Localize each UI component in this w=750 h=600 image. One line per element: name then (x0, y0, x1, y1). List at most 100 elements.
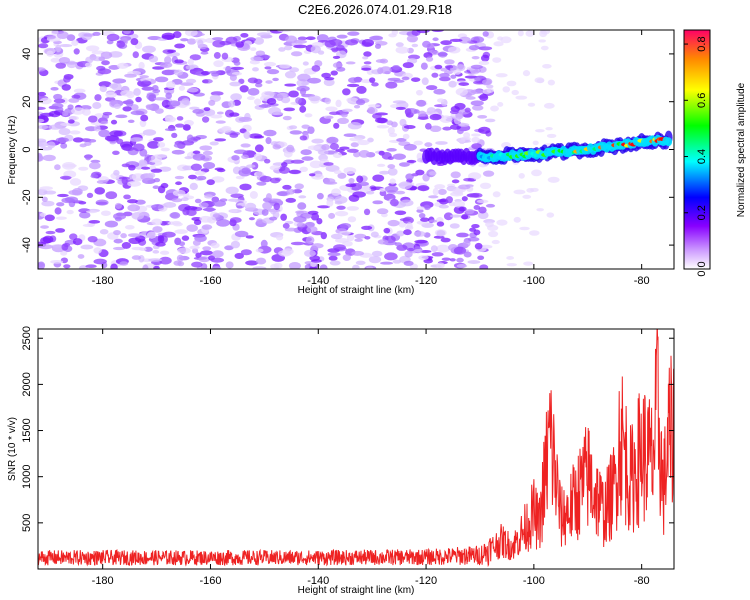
noise-blob (82, 223, 94, 227)
noise-blob (394, 210, 407, 216)
noise-blob (490, 105, 499, 112)
noise-blob (115, 114, 128, 119)
noise-blob (478, 206, 487, 214)
noise-blob (173, 260, 182, 266)
noise-blob (87, 139, 97, 143)
noise-blob (123, 194, 131, 200)
noise-blob (127, 180, 142, 187)
noise-blob (538, 39, 547, 43)
noise-blob (219, 198, 228, 202)
noise-blob (113, 238, 123, 244)
noise-blob (339, 223, 352, 229)
noise-blob (126, 199, 138, 204)
noise-blob (180, 38, 189, 42)
noise-blob (40, 112, 54, 117)
noise-blob (200, 51, 209, 55)
snr-panel: -180 -160 -140 -120 -100 -80 500 1000 1500 2000 2… (7, 326, 675, 596)
noise-blob (167, 49, 177, 53)
noise-blob (342, 240, 353, 247)
noise-blob (186, 209, 197, 216)
noise-blob (414, 239, 428, 244)
noise-blob (337, 117, 349, 124)
noise-blob (470, 64, 483, 70)
noise-blob (329, 142, 340, 150)
noise-blob (343, 167, 357, 175)
x-tick-label: -100 (523, 275, 545, 287)
snr-plot-area (38, 329, 674, 569)
noise-blob (536, 208, 544, 212)
noise-blob (406, 222, 413, 229)
noise-blob (68, 98, 80, 103)
y-tick-label: -40 (21, 237, 33, 253)
noise-blob (332, 152, 343, 159)
noise-blob (110, 119, 118, 125)
noise-blob (395, 42, 404, 48)
noise-blob (189, 54, 202, 61)
noise-blob (335, 99, 342, 108)
noise-blob (307, 77, 322, 84)
noise-blob (458, 184, 471, 190)
noise-blob (444, 65, 454, 69)
noise-blob (543, 102, 555, 109)
noise-blob (184, 156, 193, 160)
noise-blob (299, 166, 308, 172)
noise-blob (468, 172, 482, 180)
noise-blob (478, 126, 491, 134)
noise-blob (423, 204, 430, 209)
noise-blob (181, 98, 190, 105)
noise-blob (269, 216, 278, 221)
noise-blob (425, 56, 434, 62)
noise-blob (278, 250, 292, 257)
noise-blob (144, 154, 152, 162)
noise-blob (272, 144, 282, 150)
noise-blob (281, 161, 288, 168)
noise-blob (506, 262, 517, 267)
noise-blob (384, 252, 398, 261)
noise-blob (518, 173, 525, 179)
noise-blob (201, 224, 213, 230)
noise-blob (213, 60, 224, 68)
noise-blob (342, 88, 351, 96)
noise-blob (306, 225, 318, 233)
colorbar-tick-label: 0.2 (696, 205, 708, 220)
noise-blob (147, 172, 156, 179)
noise-blob (332, 55, 341, 60)
noise-blob (478, 60, 490, 66)
noise-blob (326, 136, 339, 144)
noise-blob (264, 66, 272, 70)
noise-blob (247, 88, 260, 96)
noise-blob (525, 30, 535, 37)
noise-blob (249, 190, 258, 199)
snr-x-ticks: -180 -160 -140 -120 -100 -80 (92, 329, 650, 587)
snr-x-axis-label: Height of straight line (km) (298, 585, 415, 596)
noise-blob (282, 184, 292, 190)
noise-blob (323, 181, 338, 185)
noise-blob (386, 148, 397, 152)
noise-blob (430, 245, 438, 252)
noise-blob (436, 221, 445, 227)
noise-blob (387, 219, 400, 227)
noise-blob (273, 202, 281, 211)
noise-blob (329, 39, 343, 46)
noise-blob (270, 263, 280, 269)
noise-blob (139, 119, 147, 128)
noise-blob (471, 133, 481, 137)
noise-blob (361, 67, 372, 71)
noise-blob (153, 137, 164, 142)
noise-blob (140, 114, 149, 122)
noise-blob (341, 113, 348, 118)
spectrogram-y-axis-label: Frequency (Hz) (7, 116, 18, 185)
noise-blob (125, 99, 134, 107)
noise-blob (417, 116, 429, 120)
noise-blob (284, 83, 297, 87)
noise-blob (253, 78, 263, 84)
noise-blob (294, 183, 304, 190)
noise-blob (258, 104, 272, 108)
noise-blob (443, 212, 454, 221)
noise-blob (199, 145, 213, 151)
noise-blob (429, 125, 442, 133)
noise-blob (469, 227, 477, 232)
noise-blob (212, 213, 221, 219)
noise-blob (439, 72, 450, 78)
noise-blob (229, 209, 238, 213)
